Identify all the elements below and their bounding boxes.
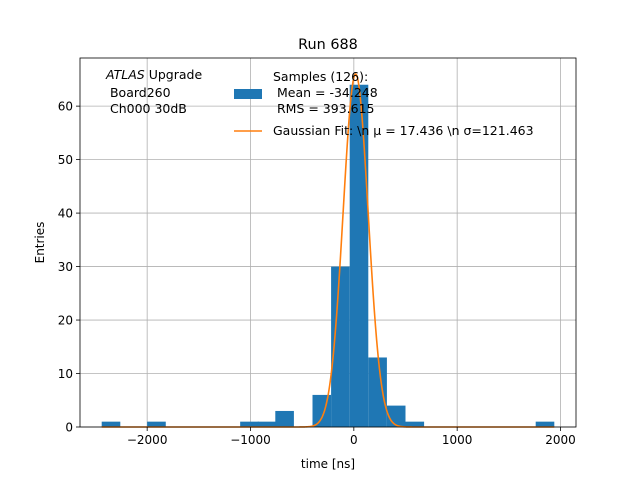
histogram-bars <box>101 84 555 427</box>
legend-swatch-histogram <box>234 89 262 99</box>
y-axis-ticks: 0 10 20 30 40 50 60 <box>58 100 80 435</box>
x-tick-label: 1000 <box>442 433 473 447</box>
legend-histogram-line: Mean = -34.248 <box>273 85 378 100</box>
annotation-line3: Ch000 30dB <box>106 101 187 116</box>
y-tick-label: 10 <box>58 367 73 381</box>
annotation-atlas: ATLAS <box>105 67 145 82</box>
plot-frame <box>79 57 577 428</box>
histogram-bar <box>405 421 425 427</box>
x-axis-ticks: −2000 −1000 0 1000 2000 <box>127 427 576 447</box>
x-tick-label: 2000 <box>545 433 576 447</box>
atlas-annotation: ATLAS Upgrade Board260 Ch000 30dB <box>105 67 202 116</box>
histogram-bar <box>368 357 387 427</box>
y-tick-label: 0 <box>65 421 73 435</box>
x-tick-label: −2000 <box>127 433 168 447</box>
legend-label-fit: Gaussian Fit: \n μ = 17.436 \n σ=121.463 <box>273 123 534 138</box>
y-tick-label: 60 <box>58 100 73 114</box>
histogram-bar <box>275 410 294 427</box>
legend-histogram-line: Samples (126): <box>273 69 368 84</box>
y-tick-label: 40 <box>58 207 73 221</box>
y-tick-label: 50 <box>58 153 73 167</box>
annotation-line2: Board260 <box>106 85 171 100</box>
histogram-bar <box>535 421 555 427</box>
histogram-bar <box>349 84 369 427</box>
x-tick-label: −1000 <box>230 433 271 447</box>
legend-histogram-line: RMS = 393.615 <box>273 101 375 116</box>
histogram-bar <box>147 421 166 427</box>
histogram-bar <box>240 421 259 427</box>
y-tick-label: 30 <box>58 260 73 274</box>
histogram-bar <box>257 421 277 427</box>
legend: Samples (126): Mean = -34.248 RMS = 393.… <box>234 69 534 138</box>
x-tick-label: 0 <box>350 433 358 447</box>
histogram-bar <box>312 394 332 427</box>
x-axis-label: time [ns] <box>301 457 355 471</box>
chart-title: Run 688 <box>298 37 358 53</box>
annotation-upgrade: Upgrade <box>145 67 203 82</box>
histogram-bar <box>331 266 350 427</box>
histogram-bar <box>101 421 121 427</box>
annotation-line1: ATLAS Upgrade <box>105 67 202 82</box>
y-axis-label: Entries <box>33 222 47 264</box>
legend-label-histogram: Samples (126): Mean = -34.248 RMS = 393.… <box>273 69 378 116</box>
y-tick-label: 20 <box>58 314 73 328</box>
